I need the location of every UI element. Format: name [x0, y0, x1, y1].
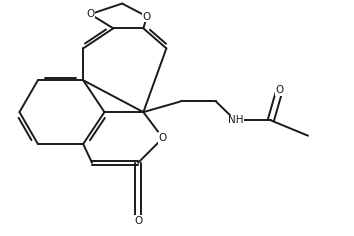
Text: O: O [143, 12, 151, 21]
Text: O: O [159, 133, 167, 143]
Text: O: O [275, 85, 284, 95]
Text: O: O [86, 9, 95, 19]
Text: NH: NH [228, 115, 243, 125]
Text: O: O [134, 216, 142, 226]
